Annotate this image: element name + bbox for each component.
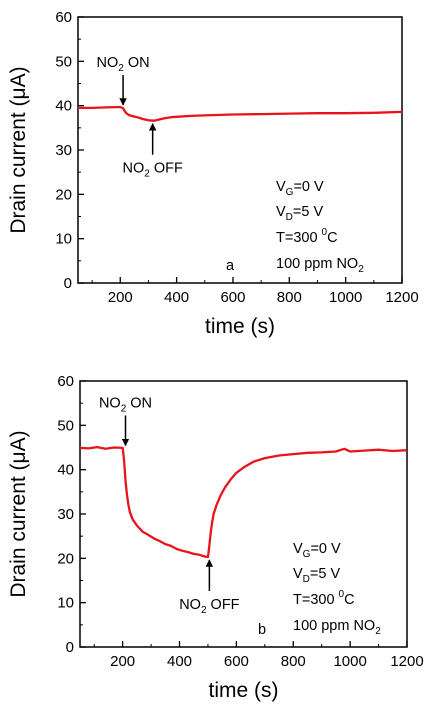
y-tick-label: 40 xyxy=(55,98,72,115)
panel-a: 0 10 20 30 40 50 60 200 400 600 800 1000 1200 time (s… xyxy=(7,9,419,338)
series-line xyxy=(78,105,403,122)
x-tick-label: 200 xyxy=(110,653,135,670)
condition-temperature: T=300 0C xyxy=(276,227,338,246)
y-axis-title: Drain current (μA) xyxy=(7,66,30,233)
x-tick-label: 1200 xyxy=(390,653,423,670)
y-tick-label: 60 xyxy=(55,9,72,26)
series-line xyxy=(79,445,408,559)
condition-vg: VG=0 V xyxy=(276,179,324,198)
y-tick-label: 40 xyxy=(57,462,74,479)
annotation-off: NO2 OFF xyxy=(122,161,182,180)
y-tick-label: 10 xyxy=(57,595,74,612)
x-tick-label: 1200 xyxy=(385,289,418,306)
x-tick-label: 800 xyxy=(281,653,306,670)
condition-vd: VD=5 V xyxy=(293,566,340,585)
x-tick-label: 200 xyxy=(108,289,133,306)
x-tick-label: 1000 xyxy=(329,289,362,306)
y-tick-label: 20 xyxy=(55,186,72,203)
y-tick-label: 0 xyxy=(64,275,72,292)
x-tick-label: 800 xyxy=(277,289,302,306)
y-tick-label: 50 xyxy=(55,53,72,70)
x-tick-label: 600 xyxy=(224,653,249,670)
y-tick-label: 30 xyxy=(57,506,74,523)
annotation-on: NO2 ON xyxy=(97,55,150,74)
x-tick-label: 400 xyxy=(167,653,192,670)
panel-b: 0 10 20 30 40 50 60 200 400 600 800 1000 1200 time (s… xyxy=(7,373,424,702)
y-axis-title: Drain current (μA) xyxy=(7,430,30,597)
x-tick-label: 600 xyxy=(220,289,245,306)
y-tick-label: 30 xyxy=(55,142,72,159)
condition-gas: 100 ppm NO2 xyxy=(276,256,364,275)
condition-vg: VG=0 V xyxy=(293,541,341,560)
y-tick-label: 60 xyxy=(57,373,74,390)
y-tick-label: 20 xyxy=(57,550,74,567)
y-tick-label: 0 xyxy=(66,639,74,656)
condition-temperature: T=300 0C xyxy=(293,589,355,608)
panel-label: b xyxy=(258,622,266,638)
x-axis-title: time (s) xyxy=(209,679,279,702)
plot-frame xyxy=(79,380,408,648)
annotation-off: NO2 OFF xyxy=(179,597,239,616)
x-tick-label: 400 xyxy=(164,289,189,306)
x-axis-title: time (s) xyxy=(205,315,275,338)
y-tick-label: 10 xyxy=(55,231,72,248)
annotation-on: NO2 ON xyxy=(99,396,152,415)
y-tick-label: 50 xyxy=(57,417,74,434)
panel-label: a xyxy=(226,258,235,274)
condition-gas: 100 ppm NO2 xyxy=(293,618,381,637)
condition-vd: VD=5 V xyxy=(276,204,323,223)
x-tick-label: 1000 xyxy=(333,653,366,670)
